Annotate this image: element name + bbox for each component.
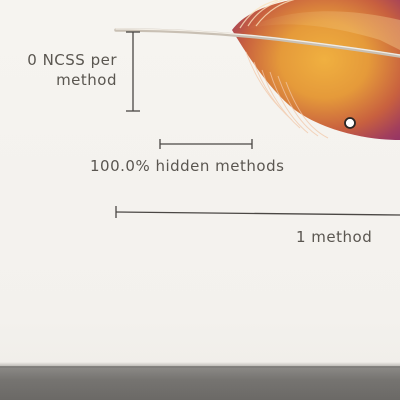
ncss-per-method-label: 0 NCSS per method <box>27 50 117 90</box>
ncss-scale-bar <box>126 31 140 112</box>
ncss-label-line-2: method <box>56 71 117 89</box>
method-count-label: 1 method <box>296 228 373 246</box>
method-count-scale-bar <box>115 206 400 218</box>
hidden-methods-label: 100.0% hidden methods <box>90 157 285 175</box>
bottom-edge-strip <box>0 362 400 400</box>
feather-shaft <box>114 28 400 58</box>
data-point-marker <box>344 117 356 129</box>
ncss-label-line-1: 0 NCSS per <box>27 51 117 69</box>
feather-vane <box>232 0 400 140</box>
hidden-methods-scale-bar <box>159 139 253 149</box>
